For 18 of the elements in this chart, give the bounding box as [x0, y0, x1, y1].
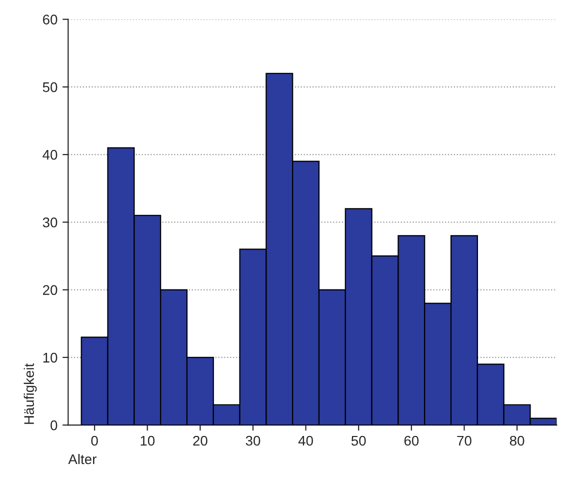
x-tick-label: 50 — [351, 436, 366, 446]
x-tick-label: 10 — [140, 436, 155, 446]
x-tick-label: 40 — [298, 436, 313, 446]
x-tick-label: 80 — [510, 436, 524, 446]
x-tick-label: 30 — [246, 436, 260, 446]
x-tick-label: 20 — [193, 436, 208, 446]
y-tick-label: 40 — [42, 150, 58, 160]
x-axis-title: Alter — [68, 454, 96, 464]
x-tick-label: 70 — [457, 436, 472, 446]
y-tick-label: 50 — [42, 82, 58, 92]
y-tick-label: 30 — [42, 218, 58, 228]
y-tick-label: 20 — [42, 285, 58, 295]
x-tick-label: 0 — [91, 436, 98, 446]
y-tick-label: 10 — [43, 352, 58, 363]
y-axis-title: Häufigkeit — [24, 363, 37, 424]
y-tick-label: 60 — [43, 14, 58, 24]
x-tick-label: 60 — [404, 436, 419, 446]
y-tick-label: 0 — [50, 420, 58, 430]
